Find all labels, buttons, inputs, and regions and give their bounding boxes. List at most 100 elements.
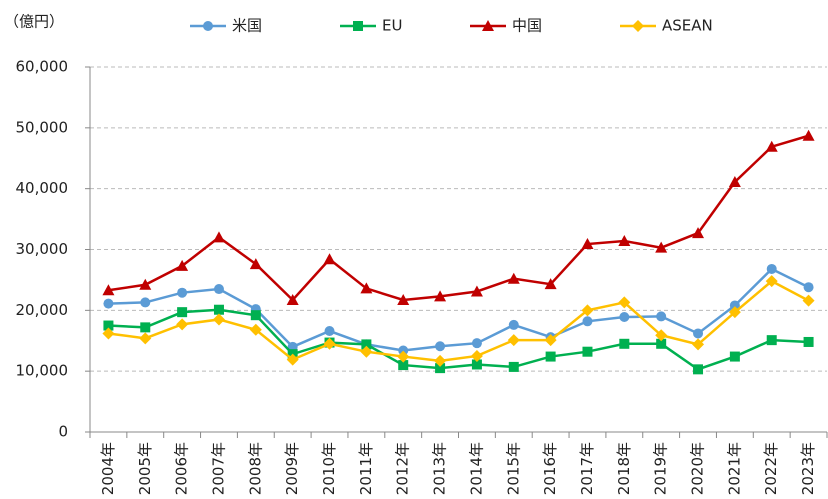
marker — [102, 327, 115, 340]
marker — [140, 297, 151, 308]
marker — [398, 345, 409, 356]
marker — [656, 311, 667, 322]
marker — [508, 361, 519, 372]
marker — [803, 336, 814, 347]
marker — [398, 360, 409, 371]
marker — [693, 328, 704, 339]
marker — [139, 278, 152, 290]
marker — [765, 140, 778, 152]
marker — [766, 335, 777, 346]
x-tick-label: 2013年 — [431, 442, 449, 495]
marker — [353, 21, 363, 31]
marker — [729, 300, 740, 311]
marker — [140, 322, 151, 333]
x-tick-label: 2014年 — [467, 442, 485, 495]
x-tick-label: 2004年 — [99, 442, 117, 495]
marker — [619, 312, 630, 323]
marker — [397, 293, 410, 305]
legend-label: 米国 — [232, 17, 262, 35]
y-tick-label: 50,000 — [16, 118, 69, 136]
x-tick-label: 2007年 — [209, 442, 227, 495]
marker — [360, 282, 373, 294]
marker — [249, 323, 262, 336]
marker — [102, 284, 115, 296]
x-tick-label: 2011年 — [357, 442, 375, 495]
marker — [212, 231, 225, 243]
y-tick-label: 60,000 — [16, 58, 69, 76]
marker — [103, 320, 114, 331]
marker — [435, 363, 446, 374]
marker — [692, 227, 705, 239]
marker — [250, 310, 261, 321]
marker — [323, 337, 336, 350]
series-line — [108, 279, 810, 363]
marker — [470, 349, 483, 362]
marker — [581, 304, 594, 317]
marker — [582, 316, 593, 327]
y-tick-label: 30,000 — [16, 240, 69, 258]
marker — [176, 259, 189, 271]
x-tick-label: 2010年 — [320, 442, 338, 495]
marker — [434, 290, 447, 302]
marker — [324, 326, 335, 337]
marker — [632, 20, 644, 32]
x-tick-label: 2019年 — [652, 442, 670, 495]
marker — [544, 278, 557, 290]
marker — [286, 293, 299, 305]
marker — [507, 334, 520, 347]
marker — [361, 339, 372, 350]
marker — [693, 364, 704, 375]
marker — [176, 318, 189, 331]
marker — [618, 234, 631, 246]
marker — [397, 350, 410, 363]
series-line — [108, 267, 810, 352]
marker — [482, 20, 494, 31]
marker — [177, 307, 188, 318]
marker — [656, 338, 667, 349]
marker — [508, 319, 519, 330]
legend-label: EU — [382, 17, 402, 35]
x-tick-label: 2006年 — [173, 442, 191, 495]
marker — [655, 241, 668, 253]
x-tick-label: 2015年 — [504, 442, 522, 495]
marker — [802, 294, 815, 307]
marker — [766, 263, 777, 274]
marker — [471, 338, 482, 349]
y-tick-label: 40,000 — [16, 179, 69, 197]
x-tick-label: 2009年 — [283, 442, 301, 495]
marker — [581, 238, 594, 250]
marker — [213, 284, 224, 295]
marker — [360, 345, 373, 358]
series-line — [108, 308, 809, 371]
marker — [765, 275, 778, 288]
marker — [802, 129, 815, 141]
marker — [470, 285, 483, 297]
marker — [323, 253, 336, 265]
legend-label: 中国 — [512, 17, 542, 35]
marker — [212, 313, 225, 326]
legend-label: ASEAN — [662, 17, 713, 35]
marker — [507, 272, 520, 284]
marker — [249, 258, 262, 270]
x-tick-label: 2016年 — [541, 442, 559, 495]
x-tick-label: 2022年 — [762, 442, 780, 495]
marker — [729, 351, 740, 362]
marker — [728, 175, 741, 187]
marker — [655, 329, 668, 342]
marker — [177, 287, 188, 298]
series-line — [108, 134, 809, 302]
x-tick-label: 2020年 — [689, 442, 707, 495]
marker — [103, 298, 114, 309]
marker — [435, 341, 446, 352]
y-tick-label: 20,000 — [16, 301, 69, 319]
y-axis-label: （億円） — [4, 13, 64, 31]
marker — [619, 338, 630, 349]
marker — [286, 353, 299, 366]
marker — [471, 359, 482, 370]
x-tick-label: 2021年 — [725, 442, 743, 495]
marker — [434, 354, 447, 367]
marker — [139, 332, 152, 345]
marker — [545, 351, 556, 362]
x-tick-label: 2017年 — [578, 442, 596, 495]
